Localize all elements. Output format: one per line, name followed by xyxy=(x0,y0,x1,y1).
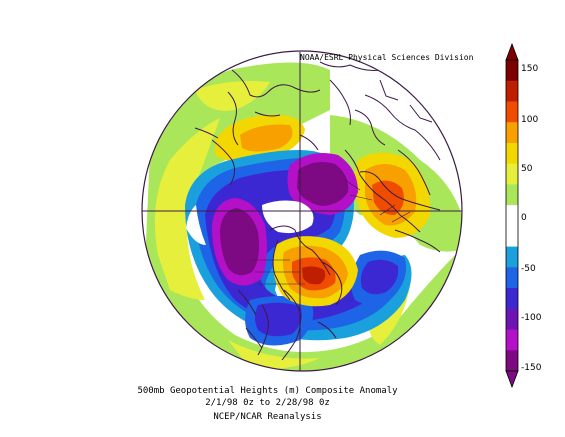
colorbar-band xyxy=(506,267,518,289)
anomaly-negative-pacific xyxy=(351,250,407,305)
coastlines xyxy=(142,52,462,371)
caption-title: 500mb Geopotential Heights (m) Composite… xyxy=(137,386,398,396)
colorbar-tick-minus-50: -50 xyxy=(521,264,536,274)
anomaly-negative-polar xyxy=(287,152,358,215)
colorbar-band xyxy=(506,163,518,185)
caption-source: NCEP/NCAR Reanalysis xyxy=(213,412,322,422)
colorbar-top-triangle xyxy=(505,42,519,61)
colorbar-tick-0: 0 xyxy=(521,213,527,223)
colorbar-band xyxy=(506,60,518,82)
colorbar-tick-150: 150 xyxy=(521,64,539,74)
colorbar-band xyxy=(506,308,518,331)
credit-label: NOAA/ESRL Physical Sciences Division xyxy=(300,53,474,62)
colorbar-bottom-triangle xyxy=(505,370,519,389)
colorbar-band xyxy=(506,288,518,310)
colorbar-band xyxy=(506,329,518,351)
anomaly-positive-arctic xyxy=(215,114,305,163)
anomaly-neutral-patch xyxy=(186,200,314,245)
caption-date-range: 2/1/98 0z to 2/28/98 0z xyxy=(205,398,330,408)
map-border xyxy=(141,50,463,372)
anomaly-positive-central xyxy=(273,236,358,307)
colorbar-tick-minus-150: -150 xyxy=(521,363,542,373)
colorbar-band xyxy=(506,101,518,123)
map-disk xyxy=(141,50,463,372)
colorbar-bands xyxy=(506,60,518,372)
colorbar-band xyxy=(506,246,518,268)
anomaly-negative-west xyxy=(212,198,267,286)
colorbar-band xyxy=(506,122,518,144)
colorbar-band xyxy=(506,225,518,248)
anomaly-negative-south xyxy=(245,296,314,346)
colorbar xyxy=(505,42,519,389)
colorbar-tick-100: 100 xyxy=(521,115,539,125)
colorbar-tick-minus-100: -100 xyxy=(521,313,542,323)
colorbar-band xyxy=(506,350,518,372)
colorbar-tick-50: 50 xyxy=(521,164,533,174)
colorbar-band xyxy=(506,142,518,165)
colorbar-band xyxy=(506,205,518,227)
colorbar-band xyxy=(506,80,518,102)
colorbar-band xyxy=(506,184,518,206)
graticule-border-lines xyxy=(250,179,411,285)
